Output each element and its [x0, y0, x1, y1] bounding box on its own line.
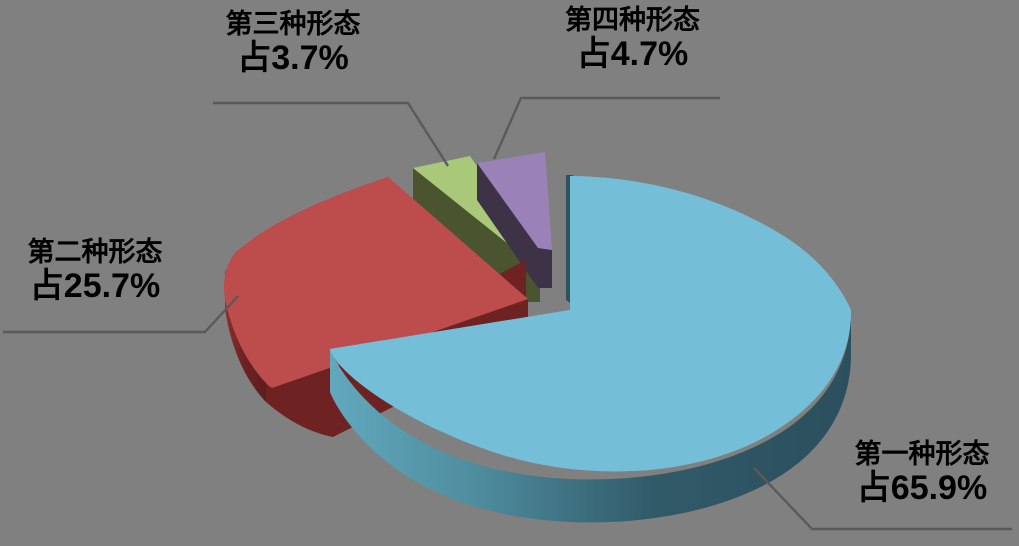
pie-slice-blue-side: [330, 312, 851, 523]
leader-lines: [3, 96, 1012, 531]
leader-line-label-2: [3, 295, 239, 334]
pie-slice-green-side: [413, 168, 540, 302]
pie-slice-purple-top: [477, 152, 552, 250]
leader-line-label-1: [753, 467, 1012, 531]
pie-slice-blue-top-2: [330, 176, 851, 472]
pie-slice-purple[interactable]: [477, 152, 552, 288]
slice-label-green: 第三种形态 占3.7%: [198, 10, 388, 76]
slice-label-purple: 第四种形态 占4.7%: [540, 6, 725, 72]
leader-line-label-4: [492, 96, 720, 160]
leader-line-label-3: [213, 101, 450, 167]
slice-label-purple-percent: 占4.7%: [576, 34, 689, 73]
slice-label-green-name: 第三种形态: [225, 9, 361, 39]
pie-slice-red-top-fill: [224, 177, 528, 388]
slice-label-red-percent: 占25.7%: [29, 266, 161, 305]
pie-slice-blue[interactable]: [330, 175, 851, 523]
slice-label-green-percent: 占3.7%: [237, 38, 349, 77]
pie-slice-purple-side: [477, 163, 552, 288]
slice-label-blue: 第一种形态 占65.9%: [826, 440, 1018, 506]
slice-label-purple-name: 第四种形态: [565, 5, 700, 35]
slice-label-blue-percent: 占65.9%: [856, 468, 988, 507]
slice-label-blue-name: 第一种形态: [854, 439, 990, 469]
slice-label-red-name: 第二种形态: [27, 237, 163, 267]
slice-label-red: 第二种形态 占25.7%: [0, 238, 190, 304]
